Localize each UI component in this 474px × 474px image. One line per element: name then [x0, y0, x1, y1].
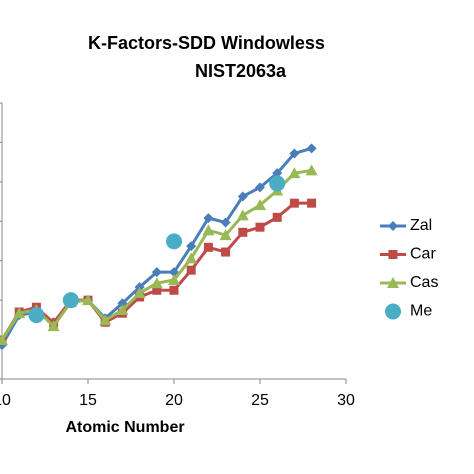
data-point — [150, 277, 163, 289]
data-point — [288, 167, 301, 179]
data-point — [13, 307, 26, 319]
data-point — [219, 229, 232, 241]
data-point — [28, 307, 45, 324]
data-point — [133, 287, 146, 299]
data-point — [289, 198, 299, 208]
series-line — [0, 168, 312, 341]
data-point — [116, 304, 129, 315]
legend-marker — [388, 221, 398, 231]
data-point — [47, 320, 60, 332]
legend-marker — [388, 250, 398, 259]
data-point — [62, 292, 79, 309]
data-point — [186, 265, 196, 275]
data-point — [186, 241, 197, 252]
x-tick-label: 10 — [0, 392, 11, 409]
x-tick-label: 15 — [79, 392, 97, 409]
data-point — [99, 314, 112, 326]
data-point — [237, 191, 248, 202]
data-point — [306, 143, 317, 154]
x-tick-label: 20 — [165, 392, 183, 409]
legend-label: Cas — [410, 274, 438, 291]
legend-marker — [385, 303, 401, 320]
data-point — [166, 233, 182, 250]
data-point — [289, 148, 300, 159]
data-point — [255, 182, 265, 193]
data-point — [185, 252, 198, 264]
data-point — [305, 164, 318, 176]
data-point — [168, 274, 180, 286]
data-point — [307, 198, 317, 208]
data-point — [272, 168, 283, 179]
data-point — [203, 213, 214, 224]
chart-title: K-Factors-SDD Windowless — [88, 33, 325, 53]
legend-label: Car — [410, 246, 436, 263]
legend-label: Zal — [410, 217, 432, 234]
chart-subtitle: NIST2063a — [195, 61, 287, 81]
data-point — [152, 285, 162, 295]
data-point — [269, 175, 286, 192]
data-point — [202, 224, 215, 236]
data-point — [169, 285, 179, 295]
data-point — [0, 333, 8, 345]
legend-marker — [387, 277, 399, 288]
data-point — [220, 217, 231, 228]
data-point — [236, 209, 249, 221]
data-point — [82, 294, 94, 306]
data-point — [221, 247, 231, 257]
legend-label: Me — [410, 303, 432, 320]
series-line — [0, 146, 313, 346]
x-axis-title: Atomic Number — [65, 419, 184, 436]
x-tick-label: 30 — [337, 392, 355, 409]
data-point — [254, 199, 266, 211]
x-tick-label: 25 — [251, 392, 269, 409]
data-point — [255, 222, 265, 232]
data-point — [272, 212, 282, 222]
data-point — [203, 242, 213, 252]
data-point — [151, 267, 162, 278]
data-point — [238, 227, 248, 237]
